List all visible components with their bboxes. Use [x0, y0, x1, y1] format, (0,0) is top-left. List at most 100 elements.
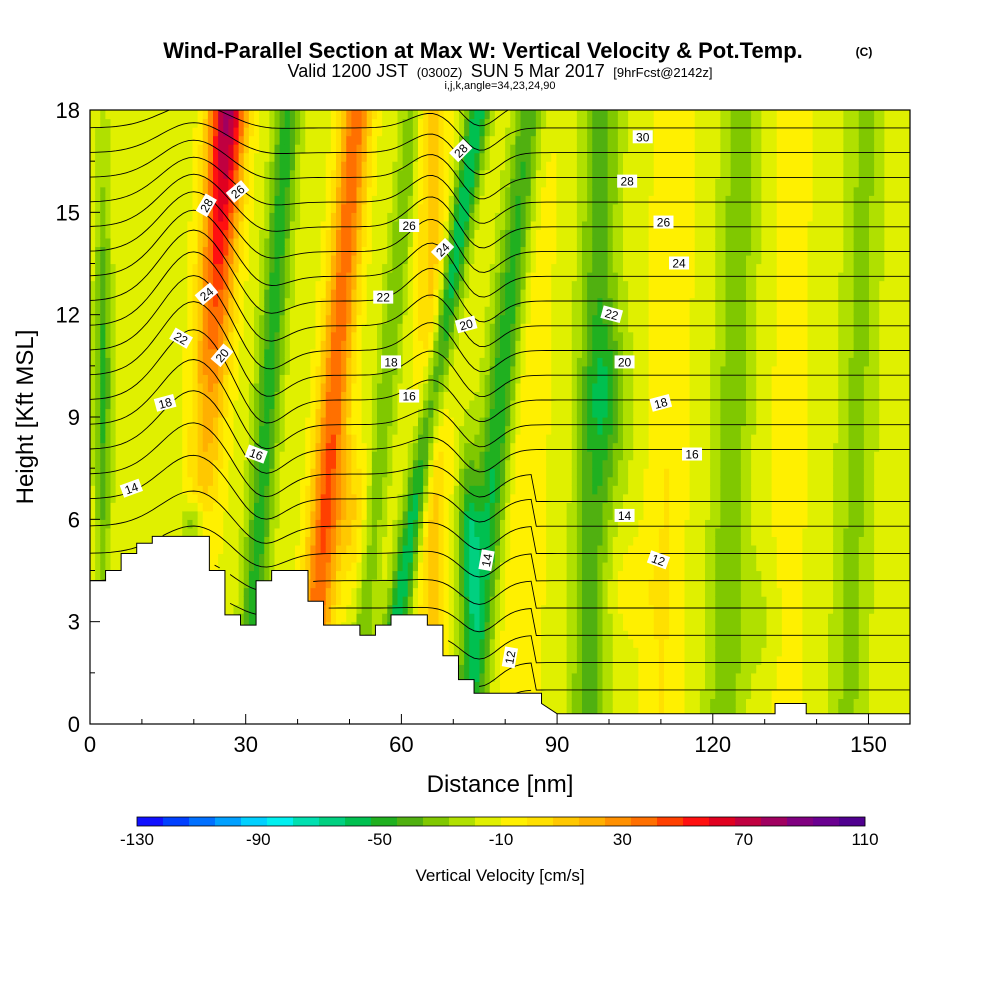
velocity-cell [418, 502, 424, 512]
velocity-cell [125, 476, 132, 486]
velocity-cell [172, 254, 178, 265]
velocity-cell [356, 476, 363, 486]
velocity-cell [423, 527, 429, 537]
velocity-cell [161, 442, 168, 452]
velocity-cell [346, 186, 352, 196]
velocity-cell [105, 152, 112, 162]
velocity-cell [438, 263, 445, 273]
velocity-cell [289, 280, 296, 290]
velocity-cell [248, 357, 255, 367]
velocity-cell [412, 110, 419, 120]
velocity-cell [110, 314, 117, 324]
velocity-cell [228, 118, 235, 128]
velocity-cell [213, 365, 219, 375]
velocity-cell [315, 348, 322, 358]
velocity-cell [115, 536, 122, 546]
velocity-cell [295, 246, 301, 256]
velocity-cell [428, 178, 434, 188]
velocity-cell [177, 485, 183, 495]
velocity-cell [238, 596, 245, 606]
velocity-cell [289, 408, 296, 418]
velocity-cell [371, 417, 378, 427]
velocity-cell [197, 502, 204, 512]
velocity-cell [95, 527, 101, 537]
velocity-cell [315, 391, 322, 401]
velocity-cell [305, 493, 311, 503]
velocity-cell [254, 417, 260, 427]
velocity-cell [259, 297, 265, 307]
velocity-cell [233, 220, 240, 230]
velocity-cell [423, 203, 429, 213]
velocity-cell [218, 561, 224, 572]
velocity-cell [356, 536, 363, 546]
velocity-cell [95, 220, 101, 230]
velocity-cell [346, 434, 352, 444]
velocity-cell [182, 229, 188, 239]
velocity-cell [233, 237, 240, 248]
velocity-cell [366, 203, 373, 213]
velocity-cell [428, 161, 434, 171]
velocity-cell [120, 297, 127, 307]
velocity-cell [166, 485, 173, 495]
velocity-cell [254, 323, 260, 333]
velocity-cell [110, 468, 117, 478]
velocity-cell [428, 613, 434, 623]
velocity-cell [177, 314, 183, 324]
velocity-cell [197, 408, 204, 418]
velocity-cell [279, 493, 286, 503]
velocity-cell [423, 596, 429, 606]
velocity-cell [387, 169, 393, 179]
velocity-cell [115, 357, 122, 367]
velocity-cell [192, 246, 199, 256]
velocity-cell [274, 408, 281, 418]
velocity-cell [377, 579, 383, 589]
velocity-cell [202, 442, 209, 452]
velocity-cell [192, 127, 199, 137]
velocity-cell [320, 340, 327, 350]
velocity-cell [351, 502, 358, 512]
velocity-cell [371, 161, 378, 171]
velocity-cell [336, 246, 342, 256]
velocity-cell [366, 425, 373, 435]
velocity-cell [146, 527, 153, 537]
velocity-cell [95, 476, 101, 486]
velocity-cell [202, 229, 209, 239]
velocity-cell [218, 374, 224, 384]
velocity-cell [295, 442, 301, 452]
velocity-cell [397, 161, 404, 171]
velocity-cell [418, 331, 424, 341]
velocity-cell [443, 561, 450, 572]
velocity-cell [361, 596, 368, 606]
velocity-cell [115, 374, 122, 384]
velocity-cell [218, 229, 224, 239]
velocity-cell [315, 434, 322, 444]
velocity-cell [177, 127, 183, 137]
velocity-cell [433, 570, 440, 580]
velocity-cell [377, 306, 383, 316]
velocity-cell [366, 306, 373, 316]
velocity-cell [274, 220, 281, 230]
velocity-cell [315, 331, 322, 341]
velocity-cell [310, 246, 317, 256]
velocity-cell [151, 357, 158, 367]
velocity-cell [361, 314, 368, 324]
velocity-cell [269, 254, 276, 265]
velocity-cell [428, 220, 434, 230]
velocity-cell [156, 161, 163, 171]
velocity-cell [254, 169, 260, 179]
velocity-cell [382, 391, 388, 401]
velocity-cell [248, 178, 255, 188]
velocity-cell [320, 468, 327, 478]
velocity-cell [254, 272, 260, 282]
velocity-cell [100, 459, 106, 469]
velocity-cell [387, 254, 393, 265]
velocity-cell [418, 365, 424, 375]
velocity-cell [274, 314, 281, 324]
velocity-cell [320, 118, 327, 128]
velocity-cell [187, 485, 194, 495]
velocity-cell [95, 186, 101, 196]
velocity-cell [105, 434, 112, 444]
velocity-cell [371, 596, 378, 606]
velocity-cell [182, 135, 188, 145]
velocity-cell [423, 468, 429, 478]
